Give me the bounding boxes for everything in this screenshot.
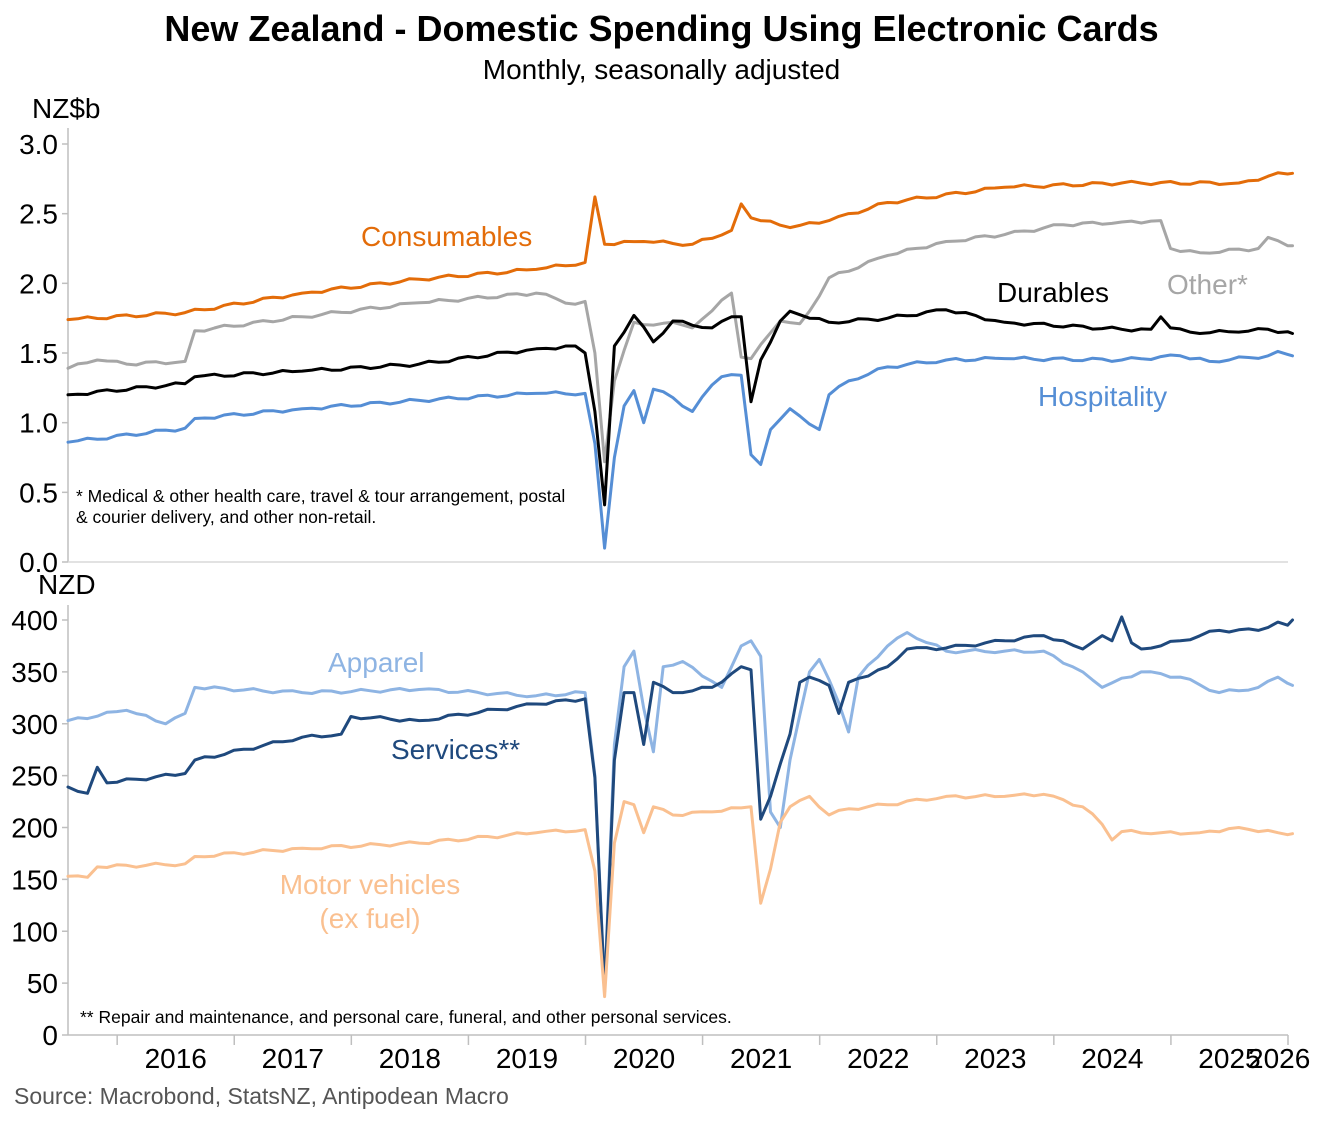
top-y-tick-label: 0.0 <box>19 547 58 578</box>
top-series-group <box>66 171 1294 550</box>
series-line-durables <box>66 308 1294 507</box>
x-axis: 2016 2017 2018 2019 2020 2021 2022 2023 2024 2025… <box>116 1035 1310 1074</box>
bottom-footnote: ** Repair and maintenance, and personal … <box>80 1007 732 1027</box>
bottom-y-tick-label: 50 <box>27 968 58 999</box>
label-consumables: Consumables <box>361 221 532 252</box>
top-y-tick-label: 2.0 <box>19 268 58 299</box>
top-y-tick-label: 2.5 <box>19 199 58 230</box>
bottom-y-axis-label: NZD <box>38 569 96 600</box>
bottom-series-group <box>66 615 1294 999</box>
series-line-hospitality <box>66 349 1294 550</box>
x-tick-label: 2017 <box>262 1043 324 1074</box>
bottom-y-tick-label: 100 <box>11 916 58 947</box>
x-tick-label: 2022 <box>847 1043 909 1074</box>
bottom-y-tick-label: 0 <box>42 1020 58 1051</box>
top-y-tick-label: 0.5 <box>19 477 58 508</box>
bottom-y-tick-label: 250 <box>11 761 58 792</box>
bottom-y-tick-label: 300 <box>11 709 58 740</box>
top-panel: NZ$b 0.0 0.5 1.0 1.5 2.0 2.5 3.0 Consumables O… <box>19 93 1294 578</box>
chart-subtitle: Monthly, seasonally adjusted <box>482 54 841 85</box>
top-y-tick-label: 1.0 <box>19 408 58 439</box>
x-tick-label: 2016 <box>145 1043 207 1074</box>
label-hospitality: Hospitality <box>1038 381 1167 412</box>
label-services: Services** <box>391 734 520 765</box>
label-durables: Durables <box>997 277 1109 308</box>
x-tick-label: 2026 <box>1248 1043 1310 1074</box>
top-y-axis: 0.0 0.5 1.0 1.5 2.0 2.5 3.0 <box>19 129 68 578</box>
bottom-y-tick-label: 200 <box>11 813 58 844</box>
x-tick-label: 2024 <box>1081 1043 1143 1074</box>
x-tick-label: 2021 <box>730 1043 792 1074</box>
label-motor-ex-fuel: (ex fuel) <box>319 903 420 934</box>
top-footnote: * Medical & other health care, travel & … <box>76 486 566 527</box>
top-y-axis-label: NZ$b <box>32 93 100 124</box>
series-line-apparel <box>66 631 1294 990</box>
series-line-consumables <box>66 171 1294 322</box>
x-tick-label: 2018 <box>379 1043 441 1074</box>
label-other: Other* <box>1167 269 1248 300</box>
top-y-tick-label: 3.0 <box>19 129 58 160</box>
series-line-services <box>66 615 1294 993</box>
bottom-y-tick-label: 350 <box>11 657 58 688</box>
x-tick-label: 2023 <box>964 1043 1026 1074</box>
label-motor-vehicles: Motor vehicles <box>280 869 461 900</box>
chart-title: New Zealand - Domestic Spending Using El… <box>164 8 1159 49</box>
top-footnote-box: * Medical & other health care, travel & … <box>76 486 566 527</box>
top-y-tick-label: 1.5 <box>19 338 58 369</box>
label-apparel: Apparel <box>328 647 425 678</box>
bottom-y-axis: 0 50 100 150 200 250 300 350 400 <box>11 605 68 1051</box>
source-note: Source: Macrobond, StatsNZ, Antipodean M… <box>14 1083 509 1109</box>
series-line-motor <box>66 792 1294 999</box>
x-tick-label: 2019 <box>496 1043 558 1074</box>
bottom-y-tick-label: 400 <box>11 605 58 636</box>
x-tick-label: 2020 <box>613 1043 675 1074</box>
series-line-other <box>66 219 1294 464</box>
x-tick-label: 2025 <box>1198 1043 1260 1074</box>
bottom-y-tick-label: 150 <box>11 864 58 895</box>
